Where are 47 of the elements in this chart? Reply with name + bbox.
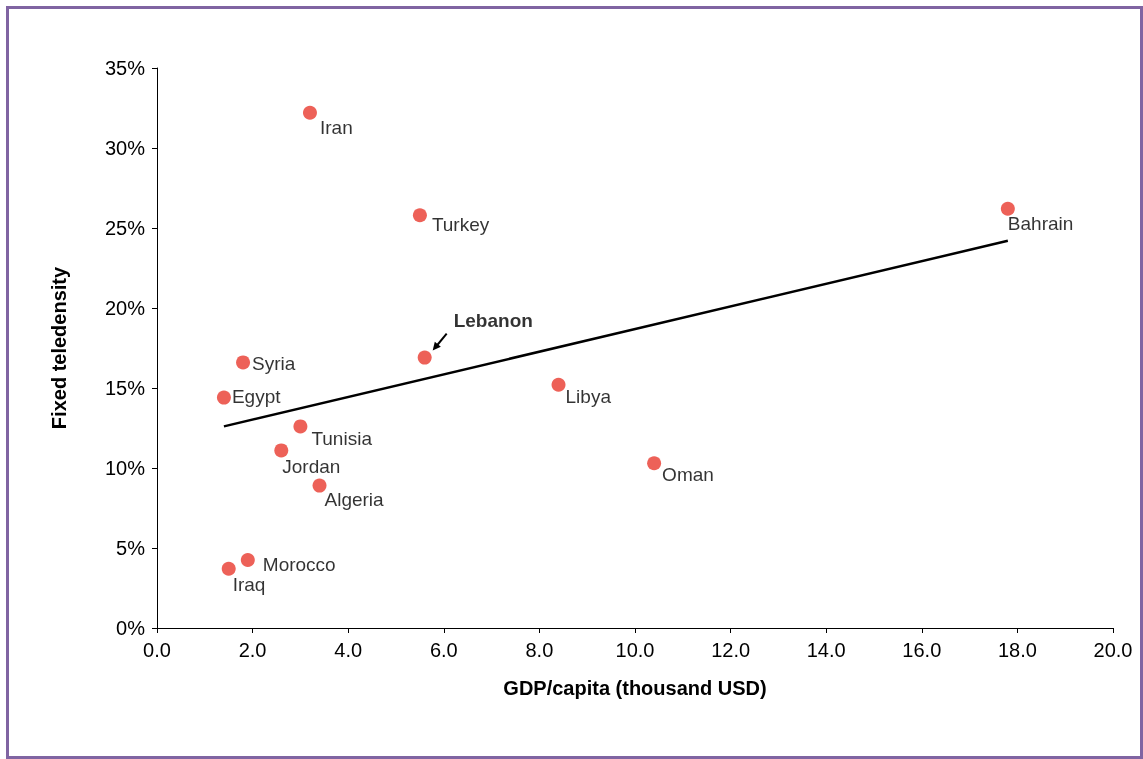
point	[236, 355, 251, 370]
point	[240, 553, 255, 567]
x-tick-label: 8.0	[525, 639, 554, 661]
annotation: Egypt	[231, 386, 282, 408]
point	[417, 350, 432, 365]
x-tick-label: 12.0	[711, 639, 751, 661]
point	[647, 456, 662, 471]
point	[1000, 201, 1015, 216]
annotation: Morocco	[262, 553, 336, 575]
x-tick-label: 4.0	[334, 639, 363, 661]
annotation: Turkey	[431, 213, 490, 235]
annotation: Iraq	[232, 574, 266, 596]
annotation: Lebanon	[453, 310, 533, 332]
y-tick-label: 30%	[104, 137, 146, 159]
point	[312, 478, 327, 493]
point	[221, 561, 236, 576]
x-axis-title: GDP/capita (thousand USD)	[503, 677, 767, 699]
y-tick-label: 35%	[104, 57, 146, 79]
annotation: Bahrain	[1007, 213, 1074, 235]
x-tick-label: 2.0	[238, 639, 267, 661]
point	[293, 419, 308, 434]
annotation: Algeria	[324, 489, 385, 511]
point	[274, 443, 289, 458]
x-tick-label: 10.0	[615, 639, 655, 661]
y-axis-title: Fixed teledensity	[48, 265, 70, 430]
annotation: Jordan	[282, 455, 341, 477]
annotation: Oman	[662, 463, 714, 485]
annotation: Libya	[565, 386, 612, 408]
x-tick-label: 14.0	[806, 639, 846, 661]
x-tick-label: 20.0	[1093, 639, 1133, 661]
point	[412, 208, 427, 223]
annotation: Tunisia	[311, 427, 373, 449]
y-tick-label: 25%	[104, 217, 146, 239]
x-tick-label: 6.0	[429, 639, 458, 661]
x-tick-label: 0.0	[143, 639, 171, 661]
x-tick-label: 18.0	[997, 639, 1037, 661]
y-tick-label: 15%	[104, 377, 146, 399]
point	[551, 377, 566, 392]
y-tick-label: 5%	[116, 537, 146, 559]
x-tick-label: 16.0	[902, 639, 942, 661]
y-tick-label: 10%	[104, 457, 146, 479]
point	[216, 390, 231, 405]
y-tick-label: 0%	[116, 617, 146, 639]
point	[302, 105, 317, 120]
annotation: Syria	[252, 352, 296, 374]
y-tick-label: 20%	[104, 297, 146, 319]
annotation: Iran	[319, 117, 353, 139]
